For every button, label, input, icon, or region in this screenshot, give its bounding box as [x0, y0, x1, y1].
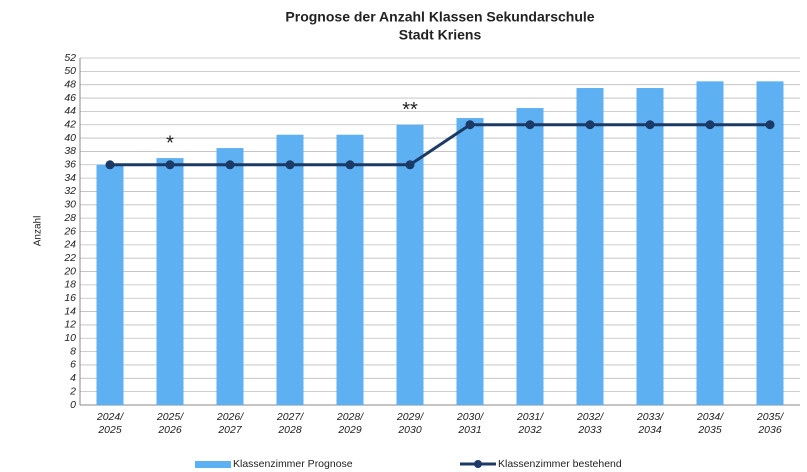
y-axis-label: Anzahl — [33, 216, 44, 247]
y-tick-label: 22 — [63, 252, 76, 264]
y-tick-label: 16 — [64, 292, 76, 304]
chart-title: Prognose der Anzahl Klassen Sekundarschu… — [285, 9, 594, 25]
x-tick-label: 2028/2029 — [336, 411, 364, 436]
y-tick-label: 28 — [63, 212, 76, 224]
line-marker — [705, 120, 715, 130]
bar — [756, 81, 784, 405]
bar — [216, 148, 244, 405]
y-tick-label: 20 — [63, 265, 76, 277]
line-marker — [765, 120, 775, 130]
y-tick-label: 38 — [64, 145, 76, 157]
bar — [396, 124, 424, 405]
annotation: ** — [402, 99, 418, 121]
x-tick-label: 2033/2034 — [636, 411, 664, 436]
bar — [576, 88, 604, 406]
x-tick-label: 2029/2030 — [396, 411, 424, 436]
bar — [336, 134, 364, 405]
line-marker — [285, 160, 295, 170]
y-tick-label: 52 — [64, 52, 76, 64]
bar — [276, 134, 304, 405]
y-tick-label: 6 — [70, 359, 76, 371]
bar — [456, 118, 484, 406]
chart-subtitle: Stadt Kriens — [399, 27, 482, 43]
x-tick-label: 2034/2035 — [696, 411, 724, 436]
bar — [96, 164, 124, 405]
x-tick-label: 2027/2028 — [276, 411, 304, 436]
y-tick-label: 24 — [63, 239, 76, 251]
legend-swatch — [195, 461, 231, 468]
line-marker — [105, 160, 115, 170]
bar — [516, 108, 544, 405]
bar — [636, 88, 664, 406]
line-marker — [645, 120, 655, 130]
x-tick-label: 2024/2025 — [96, 411, 124, 436]
legend-marker — [474, 460, 482, 468]
x-tick-label: 2031/2032 — [516, 411, 544, 436]
line-marker — [465, 120, 475, 130]
y-tick-label: 46 — [64, 92, 76, 104]
y-tick-label: 42 — [64, 119, 76, 131]
y-tick-label: 40 — [64, 132, 76, 144]
y-tick-label: 2 — [69, 385, 76, 397]
x-tick-label: 2032/2033 — [576, 411, 604, 436]
legend-label: Klassenzimmer bestehend — [498, 458, 622, 470]
y-tick-label: 10 — [64, 332, 76, 344]
y-tick-label: 32 — [64, 185, 76, 197]
y-tick-label: 0 — [70, 399, 76, 411]
y-tick-label: 30 — [64, 199, 76, 211]
legend-label: Klassenzimmer Prognose — [233, 458, 353, 470]
y-tick-label: 34 — [64, 172, 76, 184]
line-marker — [585, 120, 595, 130]
line-marker — [405, 160, 415, 170]
y-tick-label: 4 — [70, 372, 76, 384]
bar — [156, 158, 184, 405]
x-tick-label: 2026/2027 — [216, 411, 244, 436]
line-marker — [225, 160, 235, 170]
y-tick-label: 8 — [70, 345, 76, 357]
y-tick-label: 18 — [64, 279, 76, 291]
line — [110, 123, 770, 167]
y-tick-label: 12 — [64, 319, 76, 331]
x-tick-label: 2035/2036 — [756, 411, 784, 436]
y-tick-label: 50 — [64, 65, 76, 77]
y-tick-label: 36 — [64, 159, 76, 171]
line-marker — [345, 160, 355, 170]
line-marker — [525, 120, 535, 130]
y-tick-label: 44 — [64, 105, 76, 117]
line-marker — [165, 160, 175, 170]
x-tick-label: 2030/2031 — [456, 411, 484, 436]
y-tick-label: 26 — [63, 225, 76, 237]
bar — [696, 81, 724, 405]
y-tick-label: 48 — [64, 78, 76, 90]
y-tick-label: 14 — [64, 305, 76, 317]
annotation: * — [166, 132, 174, 154]
x-tick-label: 2025/2026 — [156, 411, 184, 436]
